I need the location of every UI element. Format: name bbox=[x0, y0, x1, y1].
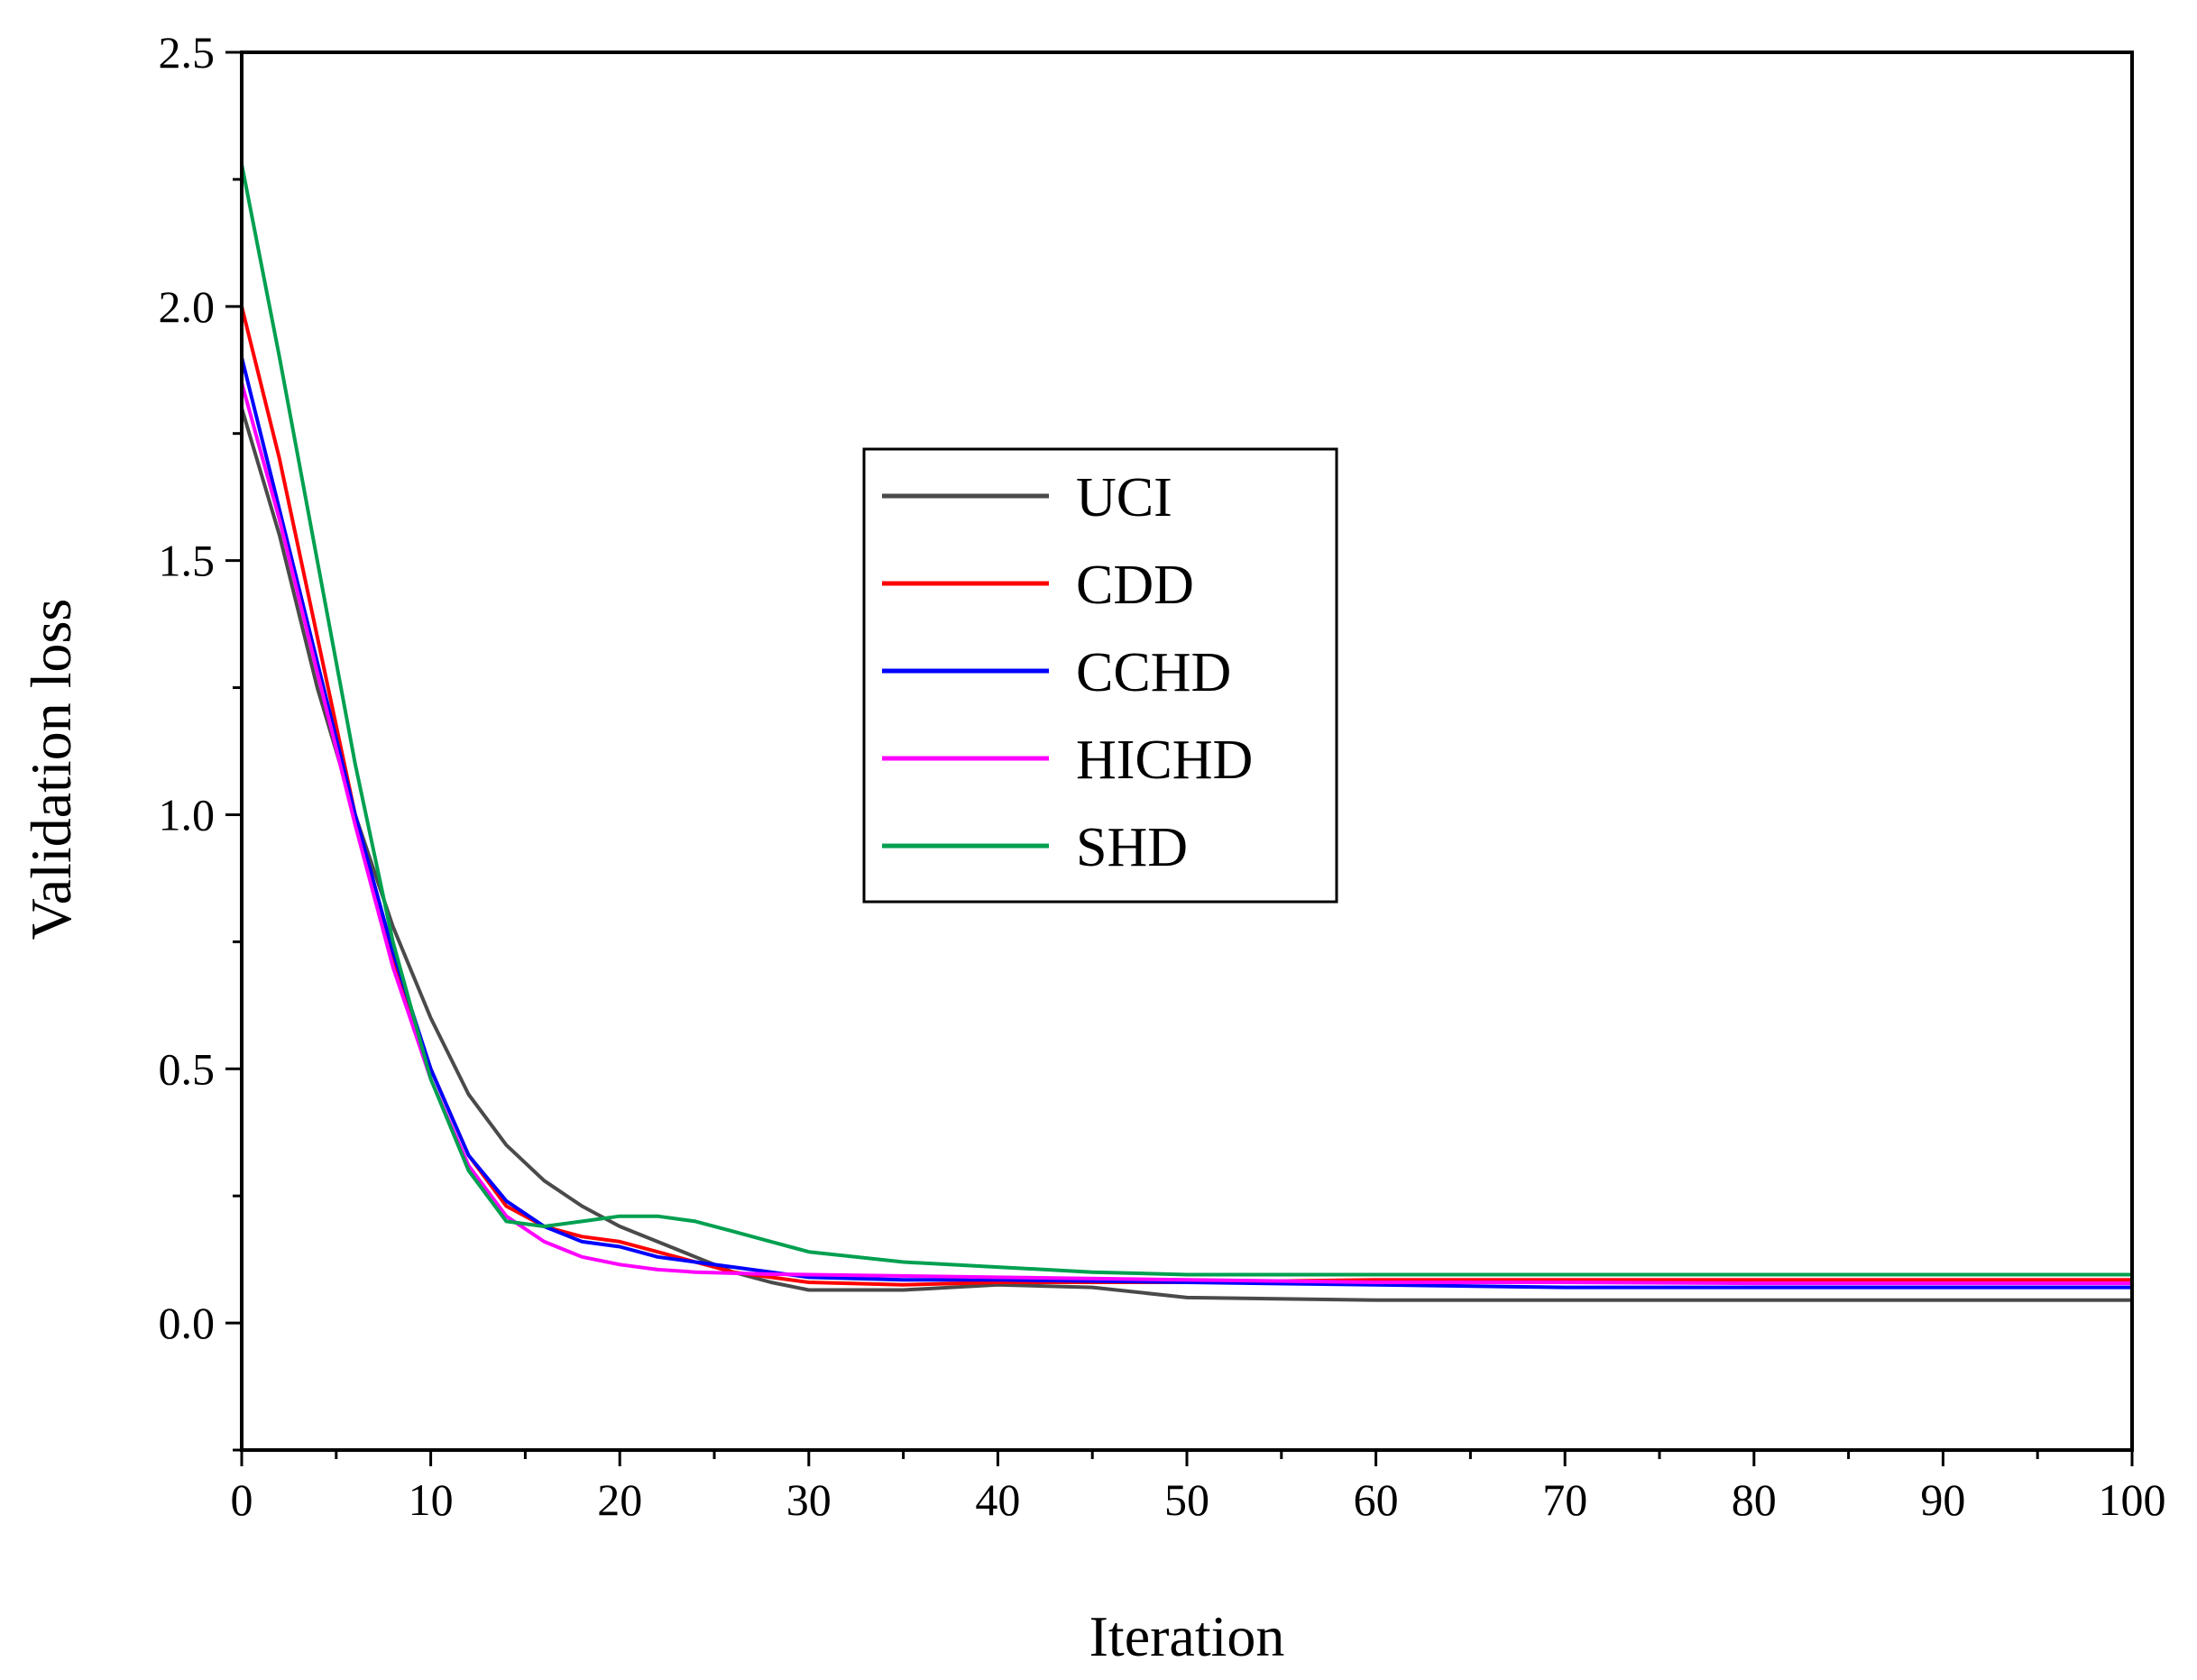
legend-items: UCI CDD CCHD HICHD SHD bbox=[882, 467, 1253, 878]
series-line-uci bbox=[240, 406, 2134, 1302]
series-line-shd bbox=[240, 162, 2134, 1277]
x-tick-label: 100 bbox=[2099, 1474, 2166, 1525]
x-tick-label: 20 bbox=[597, 1474, 642, 1525]
x-axis-title: Iteration bbox=[1089, 1604, 1285, 1668]
legend-label-uci: UCI bbox=[1076, 467, 1172, 528]
legend-label-cdd: CDD bbox=[1076, 555, 1194, 616]
y-tick-label: 1.0 bbox=[159, 789, 216, 840]
y-tick-label: 0.5 bbox=[159, 1043, 216, 1094]
legend-label-shd: SHD bbox=[1076, 817, 1188, 878]
y-axis-title: Validation loss bbox=[19, 599, 83, 941]
x-tick-label: 50 bbox=[1164, 1474, 1209, 1525]
legend: UCI CDD CCHD HICHD SHD bbox=[862, 447, 1338, 904]
legend-box bbox=[862, 447, 1338, 904]
y-tick-label: 2.0 bbox=[159, 281, 216, 332]
legend-label-hichd: HICHD bbox=[1076, 730, 1253, 791]
series-line-hichd bbox=[240, 381, 2134, 1286]
x-tick-label: 10 bbox=[409, 1474, 454, 1525]
x-tick-label: 0 bbox=[231, 1474, 253, 1525]
legend-label-cchd: CCHD bbox=[1076, 642, 1231, 703]
y-tick-label: 2.5 bbox=[159, 27, 216, 78]
series-line-cchd bbox=[240, 355, 2134, 1290]
y-tick-label: 1.5 bbox=[159, 536, 216, 586]
x-tick-label: 70 bbox=[1542, 1474, 1587, 1525]
x-tick-label: 30 bbox=[786, 1474, 832, 1525]
x-tick-label: 90 bbox=[1920, 1474, 1965, 1525]
y-tick-label: 0.0 bbox=[159, 1298, 216, 1348]
ticks-layer: 0 10 20 30 40 50 60 70 80 90 100 0.0 0.5 1.0 1.5 2.0 2.5 bbox=[159, 27, 2166, 1525]
x-tick-label: 60 bbox=[1354, 1474, 1399, 1525]
x-tick-label: 80 bbox=[1732, 1474, 1777, 1525]
series-layer bbox=[240, 162, 2134, 1302]
x-tick-label: 40 bbox=[975, 1474, 1020, 1525]
